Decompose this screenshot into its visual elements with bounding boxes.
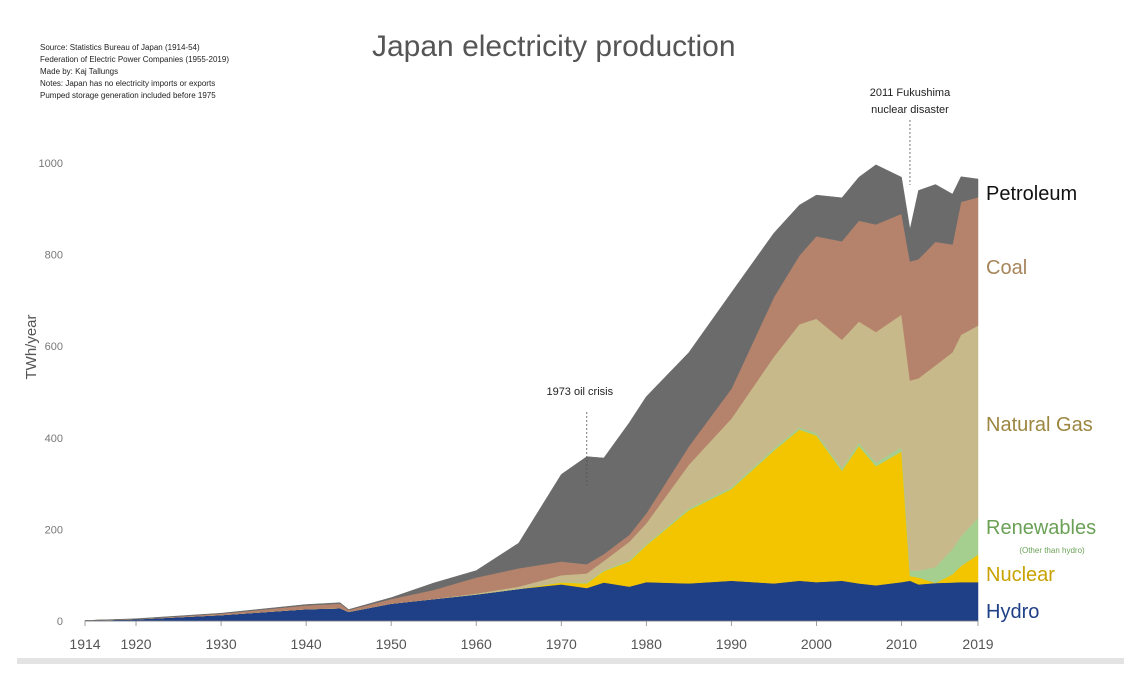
chart-title: Japan electricity production [372, 30, 736, 63]
y-tick-label: 800 [45, 250, 63, 262]
x-tick-label: 1990 [716, 636, 747, 652]
x-tick-label: 1960 [461, 636, 492, 652]
x-tick-label: 1950 [376, 636, 407, 652]
series-label-coal: Coal [986, 257, 1027, 279]
y-tick-label: 200 [45, 524, 63, 536]
y-tick-label: 1000 [39, 158, 63, 170]
x-tick-label: 1980 [631, 636, 662, 652]
y-tick-label: 0 [57, 616, 63, 628]
y-tick-label: 600 [45, 341, 63, 353]
x-tick-label: 2019 [962, 636, 993, 652]
x-tick-label: 1970 [546, 636, 577, 652]
x-tick-label: 2010 [886, 636, 917, 652]
notes-line: Notes: Japan has no electricity imports … [40, 79, 216, 88]
source-note-line: Federation of Electric Power Companies (… [40, 55, 229, 64]
annotation-fukushima: 2011 Fukushima [870, 87, 951, 99]
credit-line: Made by: Kaj Tallungs [40, 67, 119, 76]
series-sublabel-renewables: (Other than hydro) [1019, 546, 1085, 555]
x-tick-label: 1940 [291, 636, 322, 652]
series-label-renewables: Renewables [986, 517, 1096, 539]
series-label-hydro: Hydro [986, 601, 1039, 623]
y-tick-label: 400 [45, 433, 63, 445]
series-area-petroleum [84, 164, 979, 621]
annotation-oil-crisis: 1973 oil crisis [546, 386, 613, 398]
x-tick-label: 2000 [801, 636, 832, 652]
series-label-nuclear: Nuclear [986, 564, 1055, 586]
y-axis-label: TWh/year [23, 314, 40, 379]
series-label-petroleum: Petroleum [986, 183, 1077, 205]
x-tick-label: 1914 [69, 636, 100, 652]
bottom-divider [17, 658, 1124, 664]
annotation-fukushima-line2: nuclear disaster [871, 104, 949, 116]
series-label-natural-gas: Natural Gas [986, 414, 1093, 436]
source-note-line: Source: Statistics Bureau of Japan (1914… [40, 43, 200, 52]
notes-line: Pumped storage generation included befor… [40, 91, 216, 100]
x-tick-label: 1920 [120, 636, 151, 652]
x-tick-label: 1930 [205, 636, 236, 652]
